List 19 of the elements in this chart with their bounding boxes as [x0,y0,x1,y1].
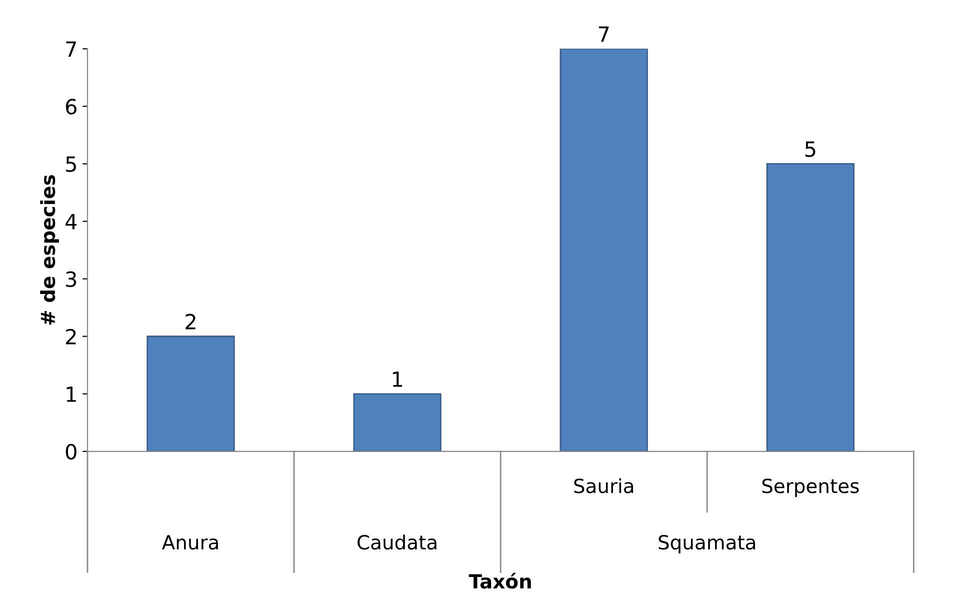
data-label: 2 [186,314,196,330]
y-tick-label: 0 [66,444,76,460]
data-label: 7 [598,26,609,42]
y-tick-label: 2 [66,328,76,344]
x-tick-label: Sauria [574,478,634,494]
y-tick-label: 5 [66,156,76,172]
x-axis-title: Taxón [468,572,531,589]
y-tick-label: 3 [66,271,76,288]
y-tick-label: 7 [66,42,76,57]
y-tick-label: 1 [66,386,76,402]
x-tick-label: Serpentes [762,478,859,498]
x-tick-label: Caudata [358,534,436,550]
y-tick-label: 4 [66,214,77,230]
data-label: 5 [805,142,816,158]
data-label: 1 [392,372,402,387]
text: Squamata [658,534,756,554]
y-axis-title: # de especies [40,175,59,325]
x-tick-label: Anura [162,535,218,550]
y-tick-label: 6 [66,98,76,115]
